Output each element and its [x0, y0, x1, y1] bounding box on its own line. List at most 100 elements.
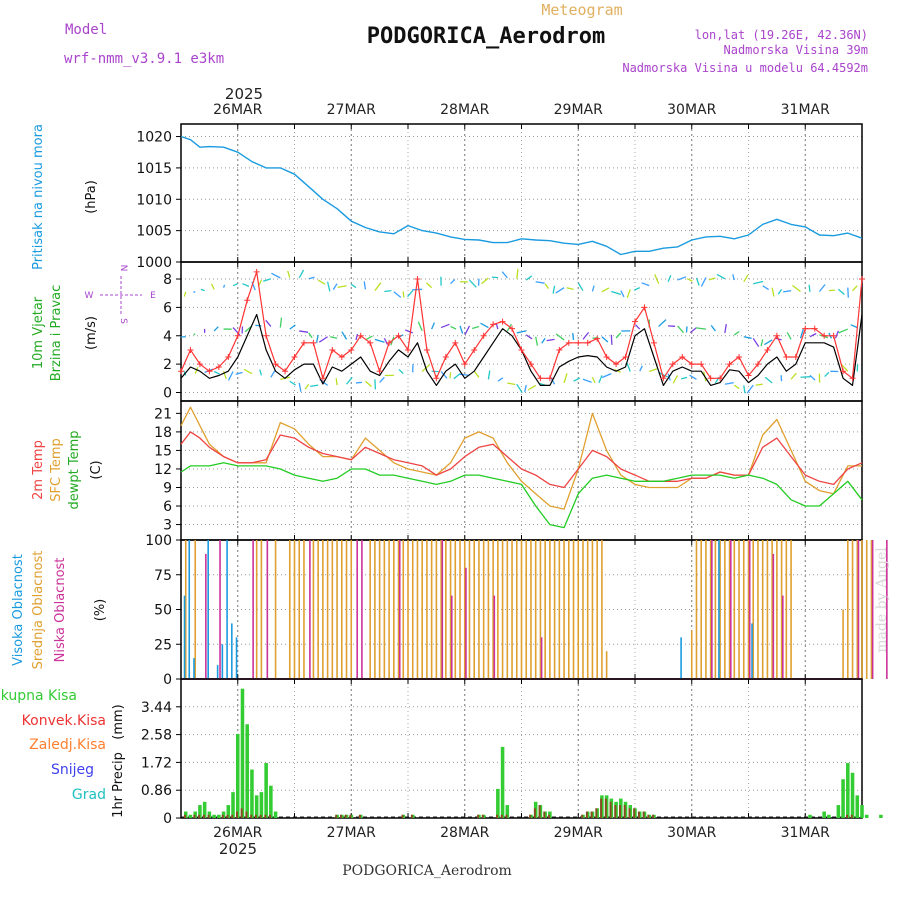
wind-arrow [678, 326, 684, 333]
wind-arrow [454, 374, 460, 379]
ytick-label: 50 [154, 603, 172, 619]
wind-arrow [502, 272, 507, 278]
wind-arrow [640, 366, 643, 371]
ytick-label: 75 [154, 568, 172, 584]
top-day-label: 30MAR [667, 102, 716, 118]
wind-arrow [649, 369, 657, 372]
ytick-label: 100 [145, 533, 172, 549]
ytick-label: 15 [154, 443, 172, 459]
cloud-ylabel-3: Niska Oblacnost [53, 558, 68, 663]
station-title: PODGORICA_Aerodrom [367, 24, 605, 49]
wind-arrow [567, 288, 574, 290]
wind-arrow [338, 286, 347, 288]
dir-key-s: S [118, 318, 128, 324]
wind-arrow [681, 377, 687, 379]
precip-total-bar [245, 724, 249, 818]
wind-arrow [687, 326, 688, 332]
ytick-label: 3 [163, 518, 172, 534]
wind-arrow [616, 333, 621, 338]
gust-marker [235, 333, 241, 339]
wind-arrow [781, 375, 782, 381]
wind-arrow [791, 373, 796, 379]
wind-arrow [517, 384, 522, 392]
wind-arrow [734, 332, 739, 335]
wind-arrow [299, 383, 301, 392]
wind-arrow [536, 282, 545, 283]
precip-total-bar [855, 795, 859, 818]
top-day-label: 31MAR [781, 102, 830, 118]
precip-conv-bar [255, 815, 257, 818]
wind-arrow [574, 378, 580, 381]
footer-station: PODGORICA_Aerodrom [342, 863, 512, 879]
dir-key-n: N [118, 265, 128, 272]
ytick-label: 12 [154, 462, 172, 478]
wind-unit: (m/s) [84, 316, 99, 350]
cloud-ylabel-2: Srednja Oblacnost [31, 551, 46, 670]
precip-total-bar [822, 812, 826, 818]
legend-frozen: Zaledj.Kisa [29, 737, 106, 753]
wind-arrow [602, 374, 611, 378]
wind-arrow [690, 375, 697, 379]
wind-arrow [763, 286, 769, 290]
wind-arrow [224, 285, 225, 288]
wind-arrow [851, 325, 857, 328]
precip-total-bar [851, 773, 855, 818]
wind-arrow [333, 284, 337, 290]
precip-total-bar [841, 779, 845, 818]
wind-arrow [668, 275, 671, 281]
wind-arrow [441, 324, 449, 327]
wind-arrow [460, 326, 463, 334]
precip-total-bar [189, 815, 193, 818]
wind-arrow [271, 273, 280, 278]
precip-conv-bar [231, 815, 233, 818]
wind-arrow [214, 372, 219, 374]
precip-conv-bar [241, 808, 243, 818]
wind-arrow [611, 291, 621, 294]
wind-arrow [465, 326, 470, 335]
ytick-label: 21 [154, 406, 172, 422]
wind-arrow [336, 378, 337, 385]
wind-arrow [599, 375, 602, 382]
wind-arrow [573, 333, 574, 340]
watermark: made by Angel [874, 547, 890, 653]
wind-arrow [659, 320, 666, 327]
gust-marker [263, 333, 269, 339]
precip-conv-bar [633, 808, 635, 818]
wind-arrow [399, 369, 403, 373]
wind-arrow [184, 292, 185, 297]
wind-arrow [244, 369, 252, 373]
wind-arrow [545, 284, 548, 289]
wind-arrow [488, 371, 489, 380]
precip-conv-bar [335, 815, 337, 818]
precip-conv-bar [529, 815, 531, 818]
precip-conv-bar [614, 805, 616, 818]
wind-arrow [472, 326, 479, 328]
ytick-label: 4 [163, 329, 172, 345]
bottom-day-label: 30MAR [667, 825, 716, 841]
wind-arrow [578, 283, 583, 291]
precip-total-bar [879, 815, 883, 818]
wind-arrow [375, 339, 385, 342]
precip-conv-bar [539, 805, 541, 818]
precip-total-bar [837, 805, 841, 818]
top-day-label: 29MAR [554, 102, 603, 118]
gust-marker [783, 354, 789, 360]
dir-key-e: E [150, 291, 156, 301]
precip-conv-bar [543, 812, 545, 818]
gust-marker [178, 368, 184, 374]
wind-arrow [299, 331, 308, 332]
precip-conv-bar [595, 808, 597, 818]
pressure-unit: (hPa) [84, 180, 99, 214]
top-day-label: 26MAR [213, 102, 262, 118]
precip-conv-bar [359, 815, 361, 818]
ytick-label: 6 [163, 499, 172, 515]
gust-marker [433, 375, 439, 381]
top-day-label: 28MAR [440, 102, 489, 118]
bottom-day-label: 27MAR [327, 825, 376, 841]
wind-arrow [536, 337, 538, 346]
gust-marker [651, 340, 657, 346]
wind-arrow [242, 284, 248, 287]
ytick-label: 2.58 [141, 728, 172, 744]
wind-arrow [233, 284, 238, 286]
